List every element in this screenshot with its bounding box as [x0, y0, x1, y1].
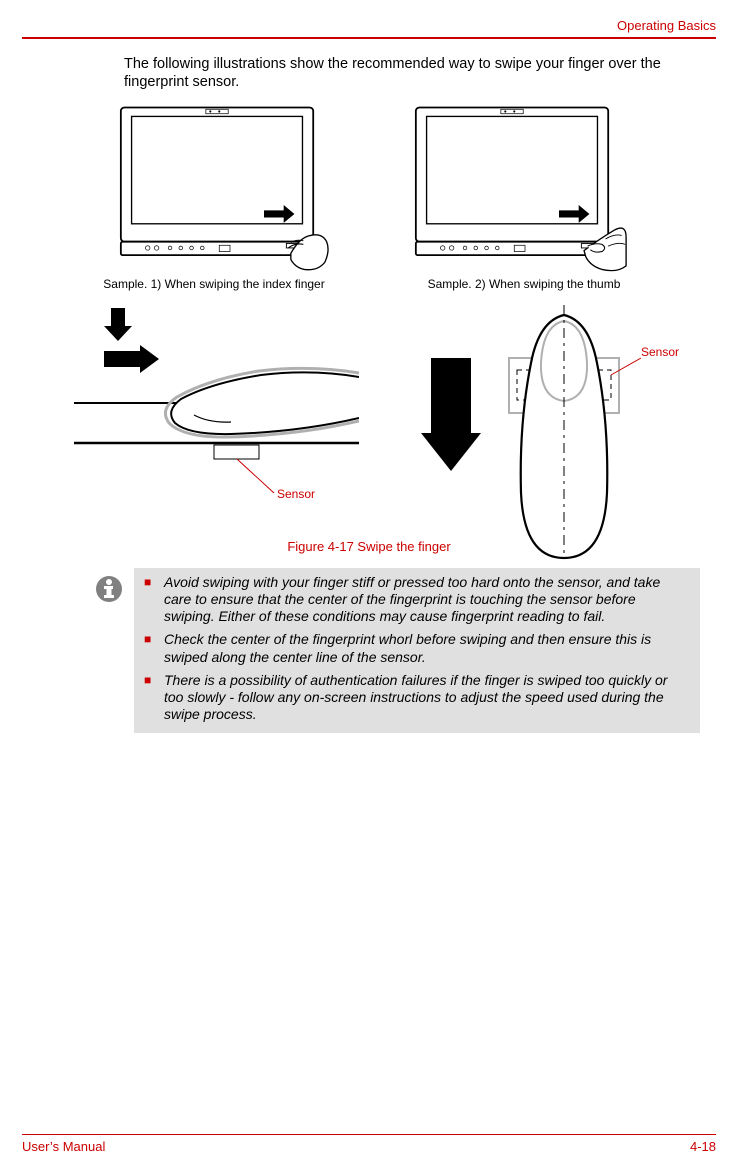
caption-left: Sample. 1) When swiping the index finger — [89, 277, 339, 291]
laptop-captions: Sample. 1) When swiping the index finger… — [22, 277, 716, 291]
section-title: Operating Basics — [617, 18, 716, 33]
page-footer: User’s Manual 4-18 — [22, 1134, 716, 1154]
footer-right: 4-18 — [690, 1139, 716, 1154]
info-box: Avoid swiping with your finger stiff or … — [94, 568, 700, 733]
intro-paragraph: The following illustrations show the rec… — [124, 55, 706, 91]
info-icon — [94, 568, 124, 733]
info-item: There is a possibility of authentication… — [144, 672, 690, 723]
laptop-thumb-diagram — [394, 103, 639, 273]
sensor-label-left: Sensor — [277, 487, 315, 501]
sensor-label-right: Sensor — [641, 345, 679, 359]
closeup-diagrams: Sensor Sensor — [22, 303, 716, 563]
info-item: Avoid swiping with your finger stiff or … — [144, 574, 690, 625]
top-view-diagram — [419, 303, 679, 563]
footer-left: User’s Manual — [22, 1139, 105, 1154]
laptop-index-finger-diagram — [99, 103, 344, 273]
laptop-diagrams — [22, 103, 716, 273]
side-view-diagram — [59, 303, 359, 513]
info-item: Check the center of the fingerprint whor… — [144, 631, 690, 665]
caption-right: Sample. 2) When swiping the thumb — [399, 277, 649, 291]
header-rule — [22, 37, 716, 39]
